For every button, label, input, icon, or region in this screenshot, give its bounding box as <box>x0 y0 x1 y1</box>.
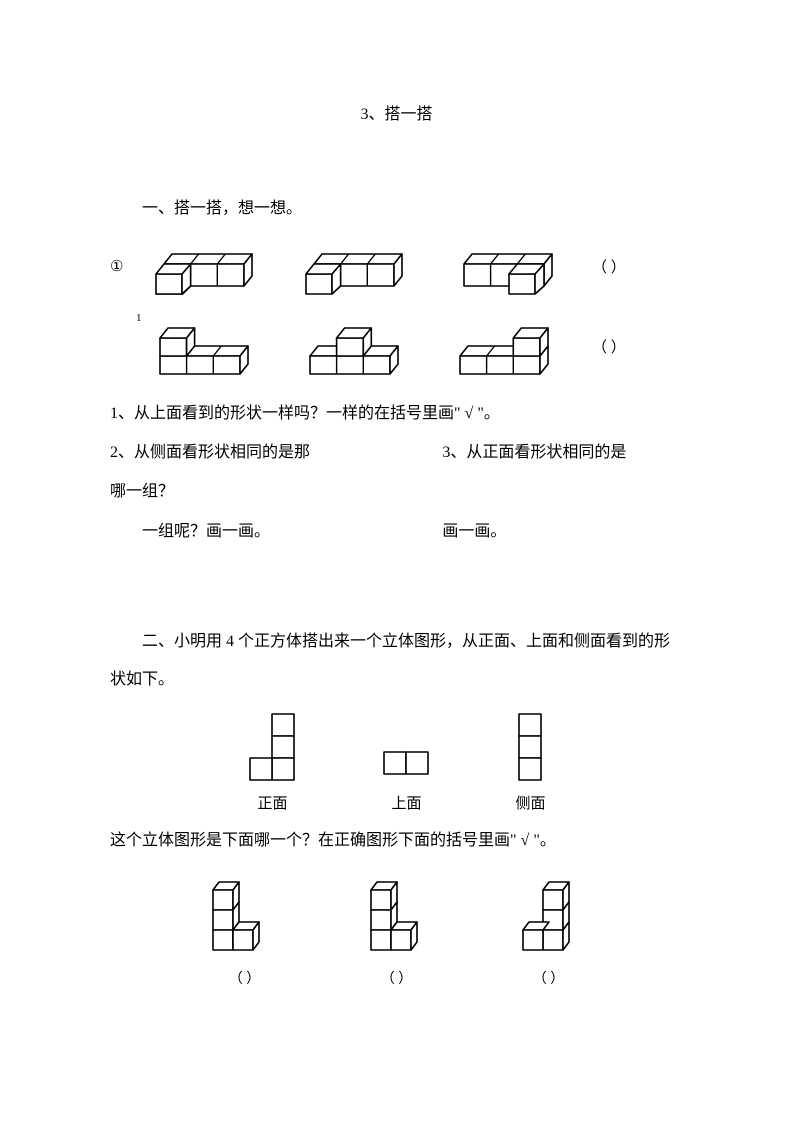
q-draw-right: 画一画。 <box>442 514 683 549</box>
row2-fig-b <box>284 316 434 376</box>
row1-paren: （ ） <box>592 256 626 277</box>
view-side: 侧面 <box>515 712 545 813</box>
option-b: （ ） <box>361 872 433 988</box>
section2-heading: 二、小明用 4 个正方体搭出来一个立体图形，从正面、上面和侧面看到的形状如下。 <box>110 623 683 700</box>
row1-fig-c <box>434 236 584 296</box>
q1: 1、从上面看到的形状一样吗？一样的在括号里画" √ "。 <box>110 396 683 431</box>
section1-heading: 一、搭一搭，想一想。 <box>110 194 683 218</box>
view-top: 上面 <box>381 712 431 813</box>
row2-fig-c <box>434 316 584 376</box>
row1-fig-a <box>134 236 284 296</box>
option-b-paren: （ ） <box>381 968 413 988</box>
views-row: 正面 上面 侧面 <box>110 712 683 813</box>
view-front: 正面 <box>247 712 297 813</box>
q2-text: 2、从侧面看形状相同的是那 <box>110 435 442 470</box>
q-draw-left: 一组呢？画一画。 <box>110 514 442 549</box>
view-front-label: 正面 <box>257 792 287 813</box>
q-which: 哪一组？ <box>110 474 683 509</box>
row2-paren: （ ） <box>592 336 626 357</box>
section2-question: 这个立体图形是下面哪一个？在正确图形下面的括号里画" √ "。 <box>110 823 683 858</box>
option-c: （ ） <box>513 872 585 988</box>
row1-marker: ① <box>110 257 134 276</box>
doc-title: 3、搭一搭 <box>110 100 683 124</box>
row2-sup: 1 <box>136 312 142 324</box>
q-draw-row: 一组呢？画一画。 画一画。 <box>110 514 683 549</box>
view-side-label: 侧面 <box>515 792 545 813</box>
option-c-paren: （ ） <box>533 968 565 988</box>
q2-q3-row: 2、从侧面看形状相同的是那 3、从正面看形状相同的是 <box>110 435 683 470</box>
row2-fig-a <box>134 316 284 376</box>
view-top-label: 上面 <box>391 792 421 813</box>
row1-fig-b <box>284 236 434 296</box>
option-a-paren: （ ） <box>229 968 261 988</box>
options-row: （ ） （ ） <box>110 872 683 988</box>
q3-text: 3、从正面看形状相同的是 <box>442 435 683 470</box>
figure-row-2: 1 <box>110 316 683 376</box>
figure-row-1: ① <box>110 236 683 296</box>
option-a: （ ） <box>209 872 281 988</box>
